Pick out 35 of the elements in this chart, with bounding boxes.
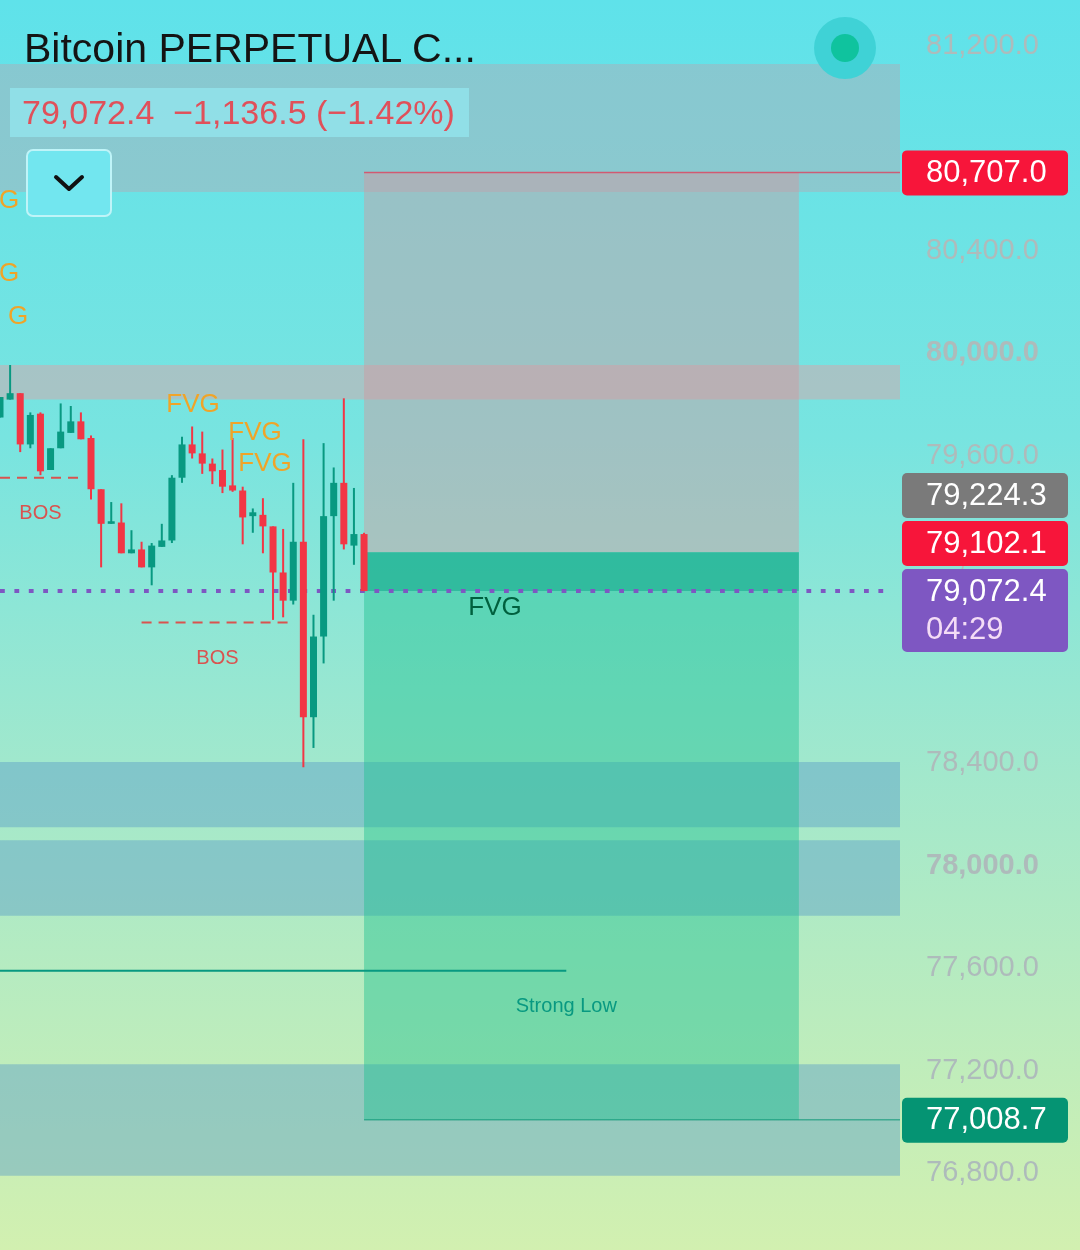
candlestick — [188, 425, 196, 460]
annotation: FVG — [166, 388, 220, 419]
candlestick — [107, 501, 115, 525]
series-label: BOS — [196, 645, 239, 668]
annotation: G — [0, 257, 20, 288]
text: Bitcoin PERPETUAL C... — [24, 24, 476, 72]
annotation: FVG — [238, 447, 292, 478]
annotation: FVG — [468, 591, 522, 622]
text: 79,224.3 — [926, 476, 1047, 512]
candlestick — [138, 540, 146, 569]
candlestick — [198, 430, 206, 475]
candlestick — [77, 411, 85, 441]
y-tick-label: 80,000.0 — [926, 335, 1039, 368]
ref-line-label: 79,072.4 04:29 — [926, 572, 1047, 646]
candlestick — [218, 448, 226, 495]
series-label: Strong Low — [515, 994, 618, 1017]
candlestick — [249, 507, 257, 534]
annotation: FVG — [228, 416, 282, 447]
candlestick — [6, 364, 14, 401]
ref-line-label: 80,707.0 — [926, 153, 1047, 189]
y-tick-label: 80,400.0 — [926, 233, 1039, 266]
candlestick — [158, 522, 166, 548]
text: 79,102.1 — [926, 524, 1047, 560]
annotation: G — [7, 300, 29, 331]
candlestick — [148, 542, 156, 587]
candlestick — [67, 404, 75, 434]
candlestick — [57, 402, 65, 450]
annotation: G — [0, 184, 20, 215]
candlestick — [208, 457, 216, 486]
ref-line-label: 77,008.7 — [926, 1101, 1047, 1137]
candlestick — [259, 497, 267, 555]
y-tick-label: 81,200.0 — [926, 28, 1039, 61]
series-label: BOS — [19, 501, 62, 524]
candlestick — [350, 486, 358, 566]
text: 79,072.4 −1,136.5 (−1.42%) — [10, 88, 469, 137]
